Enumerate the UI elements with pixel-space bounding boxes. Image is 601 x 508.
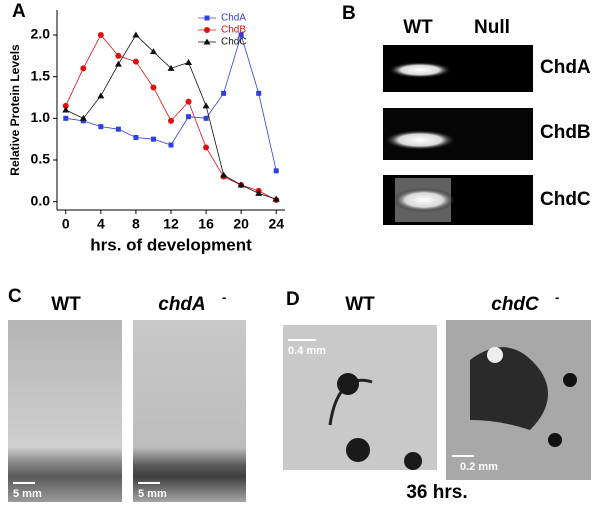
blot-band (392, 188, 456, 212)
x-tick-label: 0 (62, 216, 70, 232)
micrograph (8, 320, 122, 502)
superscript: - (222, 289, 226, 304)
marker (115, 126, 121, 132)
scale-label: 5 mm (138, 488, 167, 500)
marker (273, 168, 279, 174)
series-line (65, 34, 277, 200)
legend-label: ChdB (221, 25, 246, 36)
panel-label: A (12, 1, 26, 22)
series-line (65, 33, 277, 171)
x-tick-label: 16 (198, 216, 214, 232)
x-tick-label: 20 (233, 216, 249, 232)
marker (221, 90, 227, 96)
marker (168, 142, 174, 148)
marker (204, 15, 210, 21)
marker (150, 136, 156, 142)
marker (204, 27, 210, 33)
panel-label: D (286, 289, 300, 310)
x-tick-label: 24 (268, 216, 284, 232)
marker (149, 48, 157, 55)
marker (203, 144, 210, 151)
micrograph (133, 320, 246, 502)
x-tick-label: 4 (97, 216, 105, 232)
y-tick-label: 1.0 (31, 109, 51, 125)
fruiting-body (487, 347, 503, 363)
fruiting-body (470, 347, 548, 430)
marker (97, 32, 104, 38)
x-tick-label: 8 (132, 216, 140, 232)
marker (150, 84, 157, 91)
caption: 36 hrs. (406, 482, 467, 503)
legend-label: ChdA (221, 13, 246, 24)
legend-label: ChdC (221, 37, 247, 48)
marker (203, 115, 209, 121)
series-line (65, 34, 277, 201)
scale-label: 5 mm (13, 488, 42, 500)
x-axis-label: hrs. of development (90, 235, 252, 254)
marker (98, 124, 104, 130)
image-label: WT (345, 294, 375, 315)
scale-label: 0.2 mm (460, 461, 498, 473)
y-tick-label: 2.0 (31, 26, 51, 42)
marker (255, 189, 263, 196)
blot-band (384, 130, 456, 150)
marker (63, 115, 69, 121)
fruiting-body (563, 373, 577, 387)
panel-label: C (8, 286, 22, 307)
fruiting-body (548, 433, 562, 447)
marker (133, 135, 139, 140)
superscript: - (555, 289, 559, 304)
image-label: chdA (158, 294, 206, 315)
column-label: Null (474, 17, 510, 38)
marker (62, 102, 69, 109)
marker (168, 117, 174, 124)
marker (167, 64, 175, 71)
fruiting-body (337, 373, 359, 395)
marker (203, 38, 211, 45)
row-label: ChdC (540, 189, 591, 210)
marker (80, 65, 87, 72)
image-label: WT (51, 294, 81, 315)
marker (115, 52, 122, 59)
x-tick-label: 12 (163, 216, 179, 232)
marker (97, 92, 105, 99)
row-label: ChdA (540, 57, 591, 78)
marker (132, 31, 140, 38)
y-tick-label: 1.5 (31, 67, 51, 83)
marker (272, 195, 280, 202)
marker (79, 114, 87, 121)
marker (62, 106, 70, 113)
marker (238, 32, 244, 38)
image-label: chdC (491, 294, 539, 315)
y-tick-label: 0.0 (31, 192, 51, 208)
marker (237, 181, 245, 188)
blot-band (388, 62, 452, 78)
marker (114, 60, 122, 67)
marker (132, 58, 139, 65)
marker (185, 98, 192, 105)
fruiting-body (346, 438, 370, 462)
marker (220, 171, 228, 178)
line-chart: A Relative Protein Levels hrs. of develo… (8, 1, 285, 254)
y-axis-label: Relative Protein Levels (8, 44, 22, 176)
scale-label: 0.4 mm (288, 345, 326, 357)
row-label: ChdB (540, 122, 591, 143)
fruiting-body (404, 452, 422, 470)
marker (186, 114, 192, 120)
marker (185, 59, 193, 65)
panel-label: B (342, 3, 356, 24)
y-tick-label: 0.5 (31, 151, 51, 167)
marker (202, 102, 210, 109)
column-label: WT (403, 17, 433, 38)
marker (256, 90, 262, 96)
